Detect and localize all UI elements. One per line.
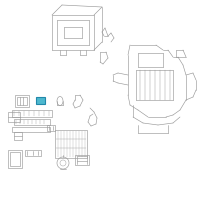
Bar — [25, 150, 41, 156]
Bar — [14, 119, 50, 125]
Bar — [10, 152, 20, 166]
Bar — [8, 112, 20, 122]
Bar — [14, 132, 22, 140]
Bar — [17, 97, 27, 105]
Bar — [12, 110, 52, 117]
Bar — [55, 130, 87, 158]
Bar — [8, 150, 22, 168]
Bar — [47, 125, 55, 131]
Bar — [15, 95, 29, 107]
Bar — [36, 97, 45, 104]
Bar — [75, 155, 89, 165]
Bar — [12, 127, 50, 132]
